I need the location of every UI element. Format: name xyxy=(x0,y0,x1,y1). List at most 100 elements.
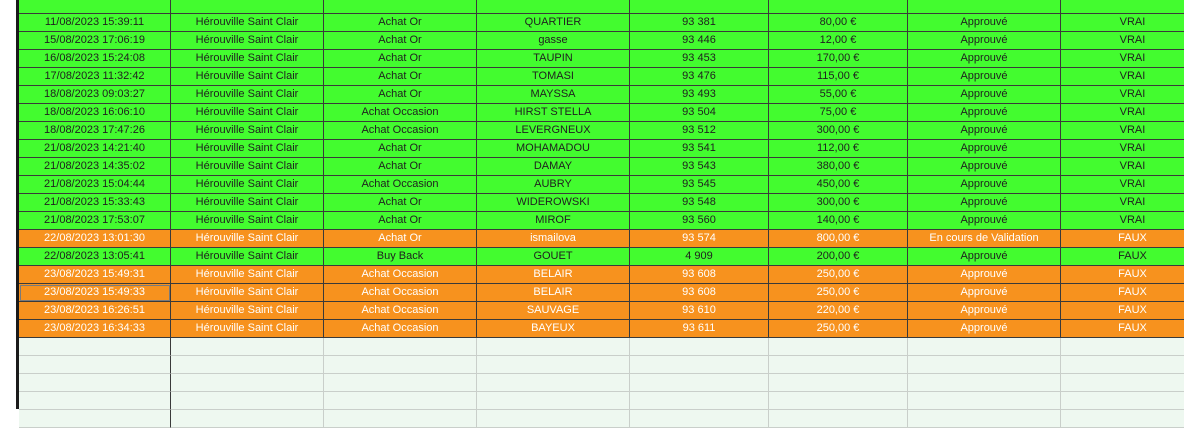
type-cell[interactable] xyxy=(324,0,477,14)
table-row[interactable]: 16/08/2023 15:24:08 Hérouville Saint Clai… xyxy=(19,50,1184,68)
date-cell[interactable]: 15/08/2023 17:06:19 xyxy=(19,32,171,50)
store-cell[interactable]: Hérouville Saint Clair xyxy=(171,158,324,176)
empty-cell[interactable] xyxy=(477,356,630,374)
empty-cell[interactable] xyxy=(19,392,171,410)
empty-cell[interactable] xyxy=(630,392,769,410)
date-cell[interactable]: 18/08/2023 09:03:27 xyxy=(19,86,171,104)
flag-cell[interactable]: FAUX xyxy=(1061,266,1184,284)
empty-cell[interactable] xyxy=(171,410,324,428)
ticket-cell[interactable]: 93 545 xyxy=(630,176,769,194)
table-row[interactable]: 21/08/2023 14:35:02 Hérouville Saint Clai… xyxy=(19,158,1184,176)
type-cell[interactable]: Achat Occasion xyxy=(324,176,477,194)
type-cell[interactable]: Achat Occasion xyxy=(324,122,477,140)
empty-cell[interactable] xyxy=(630,410,769,428)
amount-cell[interactable]: 800,00 € xyxy=(769,230,908,248)
empty-cell[interactable] xyxy=(908,356,1061,374)
table-row[interactable]: 11/08/2023 15:39:11 Hérouville Saint Clai… xyxy=(19,14,1184,32)
empty-cell[interactable] xyxy=(769,338,908,356)
empty-cell[interactable] xyxy=(171,356,324,374)
date-cell[interactable]: 23/08/2023 15:49:31 xyxy=(19,266,171,284)
empty-cell[interactable] xyxy=(171,392,324,410)
empty-cell[interactable] xyxy=(324,410,477,428)
date-cell[interactable]: 21/08/2023 14:35:02 xyxy=(19,158,171,176)
ticket-cell[interactable]: 93 608 xyxy=(630,266,769,284)
type-cell[interactable]: Achat Or xyxy=(324,194,477,212)
flag-cell[interactable]: VRAI xyxy=(1061,176,1184,194)
type-cell[interactable]: Achat Or xyxy=(324,212,477,230)
type-cell[interactable]: Buy Back xyxy=(324,248,477,266)
ticket-cell[interactable]: 93 610 xyxy=(630,302,769,320)
empty-cell[interactable] xyxy=(477,374,630,392)
name-cell[interactable]: DAMAY xyxy=(477,158,630,176)
table-row[interactable]: 21/08/2023 15:04:44 Hérouville Saint Clai… xyxy=(19,176,1184,194)
type-cell[interactable]: Achat Or xyxy=(324,50,477,68)
amount-cell[interactable] xyxy=(769,0,908,14)
status-cell[interactable] xyxy=(908,0,1061,14)
amount-cell[interactable]: 115,00 € xyxy=(769,68,908,86)
empty-row[interactable] xyxy=(19,392,1184,410)
date-cell[interactable]: 21/08/2023 17:53:07 xyxy=(19,212,171,230)
empty-cell[interactable] xyxy=(19,356,171,374)
empty-cell[interactable] xyxy=(19,374,171,392)
status-cell[interactable]: Approuvé xyxy=(908,176,1061,194)
name-cell[interactable]: TAUPIN xyxy=(477,50,630,68)
empty-cell[interactable] xyxy=(1061,338,1184,356)
name-cell[interactable]: BELAIR xyxy=(477,284,630,302)
table-row[interactable]: 23/08/2023 16:34:33 Hérouville Saint Clai… xyxy=(19,320,1184,338)
date-cell[interactable]: 21/08/2023 14:21:40 xyxy=(19,140,171,158)
name-cell[interactable]: MIROF xyxy=(477,212,630,230)
flag-cell[interactable]: FAUX xyxy=(1061,248,1184,266)
flag-cell[interactable]: VRAI xyxy=(1061,32,1184,50)
date-cell[interactable]: 18/08/2023 17:47:26 xyxy=(19,122,171,140)
store-cell[interactable]: Hérouville Saint Clair xyxy=(171,50,324,68)
amount-cell[interactable]: 250,00 € xyxy=(769,284,908,302)
store-cell[interactable]: Hérouville Saint Clair xyxy=(171,32,324,50)
empty-cell[interactable] xyxy=(477,338,630,356)
type-cell[interactable]: Achat Occasion xyxy=(324,104,477,122)
empty-cell[interactable] xyxy=(769,374,908,392)
status-cell[interactable]: En cours de Validation xyxy=(908,230,1061,248)
table-row[interactable]: 23/08/2023 15:49:31 Hérouville Saint Clai… xyxy=(19,266,1184,284)
store-cell[interactable]: Hérouville Saint Clair xyxy=(171,230,324,248)
store-cell[interactable]: Hérouville Saint Clair xyxy=(171,302,324,320)
ticket-cell[interactable]: 93 453 xyxy=(630,50,769,68)
store-cell[interactable]: Hérouville Saint Clair xyxy=(171,104,324,122)
ticket-cell[interactable]: 93 560 xyxy=(630,212,769,230)
name-cell[interactable]: BAYEUX xyxy=(477,320,630,338)
name-cell[interactable]: ismailova xyxy=(477,230,630,248)
amount-cell[interactable]: 300,00 € xyxy=(769,122,908,140)
empty-cell[interactable] xyxy=(324,374,477,392)
store-cell[interactable]: Hérouville Saint Clair xyxy=(171,320,324,338)
flag-cell[interactable]: FAUX xyxy=(1061,230,1184,248)
table-row[interactable]: 15/08/2023 17:06:19 Hérouville Saint Clai… xyxy=(19,32,1184,50)
amount-cell[interactable]: 112,00 € xyxy=(769,140,908,158)
empty-cell[interactable] xyxy=(324,392,477,410)
table-row[interactable] xyxy=(19,0,1184,14)
name-cell[interactable]: GOUET xyxy=(477,248,630,266)
empty-cell[interactable] xyxy=(324,338,477,356)
spreadsheet-grid[interactable]: 11/08/2023 15:39:11 Hérouville Saint Clai… xyxy=(19,0,1184,428)
amount-cell[interactable]: 200,00 € xyxy=(769,248,908,266)
name-cell[interactable]: gasse xyxy=(477,32,630,50)
date-cell[interactable]: 23/08/2023 16:34:33 xyxy=(19,320,171,338)
name-cell[interactable] xyxy=(477,0,630,14)
flag-cell[interactable]: VRAI xyxy=(1061,194,1184,212)
type-cell[interactable]: Achat Or xyxy=(324,140,477,158)
status-cell[interactable]: Approuvé xyxy=(908,320,1061,338)
amount-cell[interactable]: 450,00 € xyxy=(769,176,908,194)
date-cell[interactable]: 21/08/2023 15:33:43 xyxy=(19,194,171,212)
ticket-cell[interactable]: 93 381 xyxy=(630,14,769,32)
status-cell[interactable]: Approuvé xyxy=(908,68,1061,86)
store-cell[interactable]: Hérouville Saint Clair xyxy=(171,266,324,284)
ticket-cell[interactable] xyxy=(630,0,769,14)
flag-cell[interactable]: VRAI xyxy=(1061,122,1184,140)
date-cell[interactable] xyxy=(19,0,171,14)
empty-cell[interactable] xyxy=(630,338,769,356)
empty-cell[interactable] xyxy=(908,392,1061,410)
table-row[interactable]: 17/08/2023 11:32:42 Hérouville Saint Clai… xyxy=(19,68,1184,86)
status-cell[interactable]: Approuvé xyxy=(908,14,1061,32)
flag-cell[interactable]: VRAI xyxy=(1061,104,1184,122)
status-cell[interactable]: Approuvé xyxy=(908,158,1061,176)
flag-cell[interactable]: FAUX xyxy=(1061,320,1184,338)
empty-cell[interactable] xyxy=(908,338,1061,356)
